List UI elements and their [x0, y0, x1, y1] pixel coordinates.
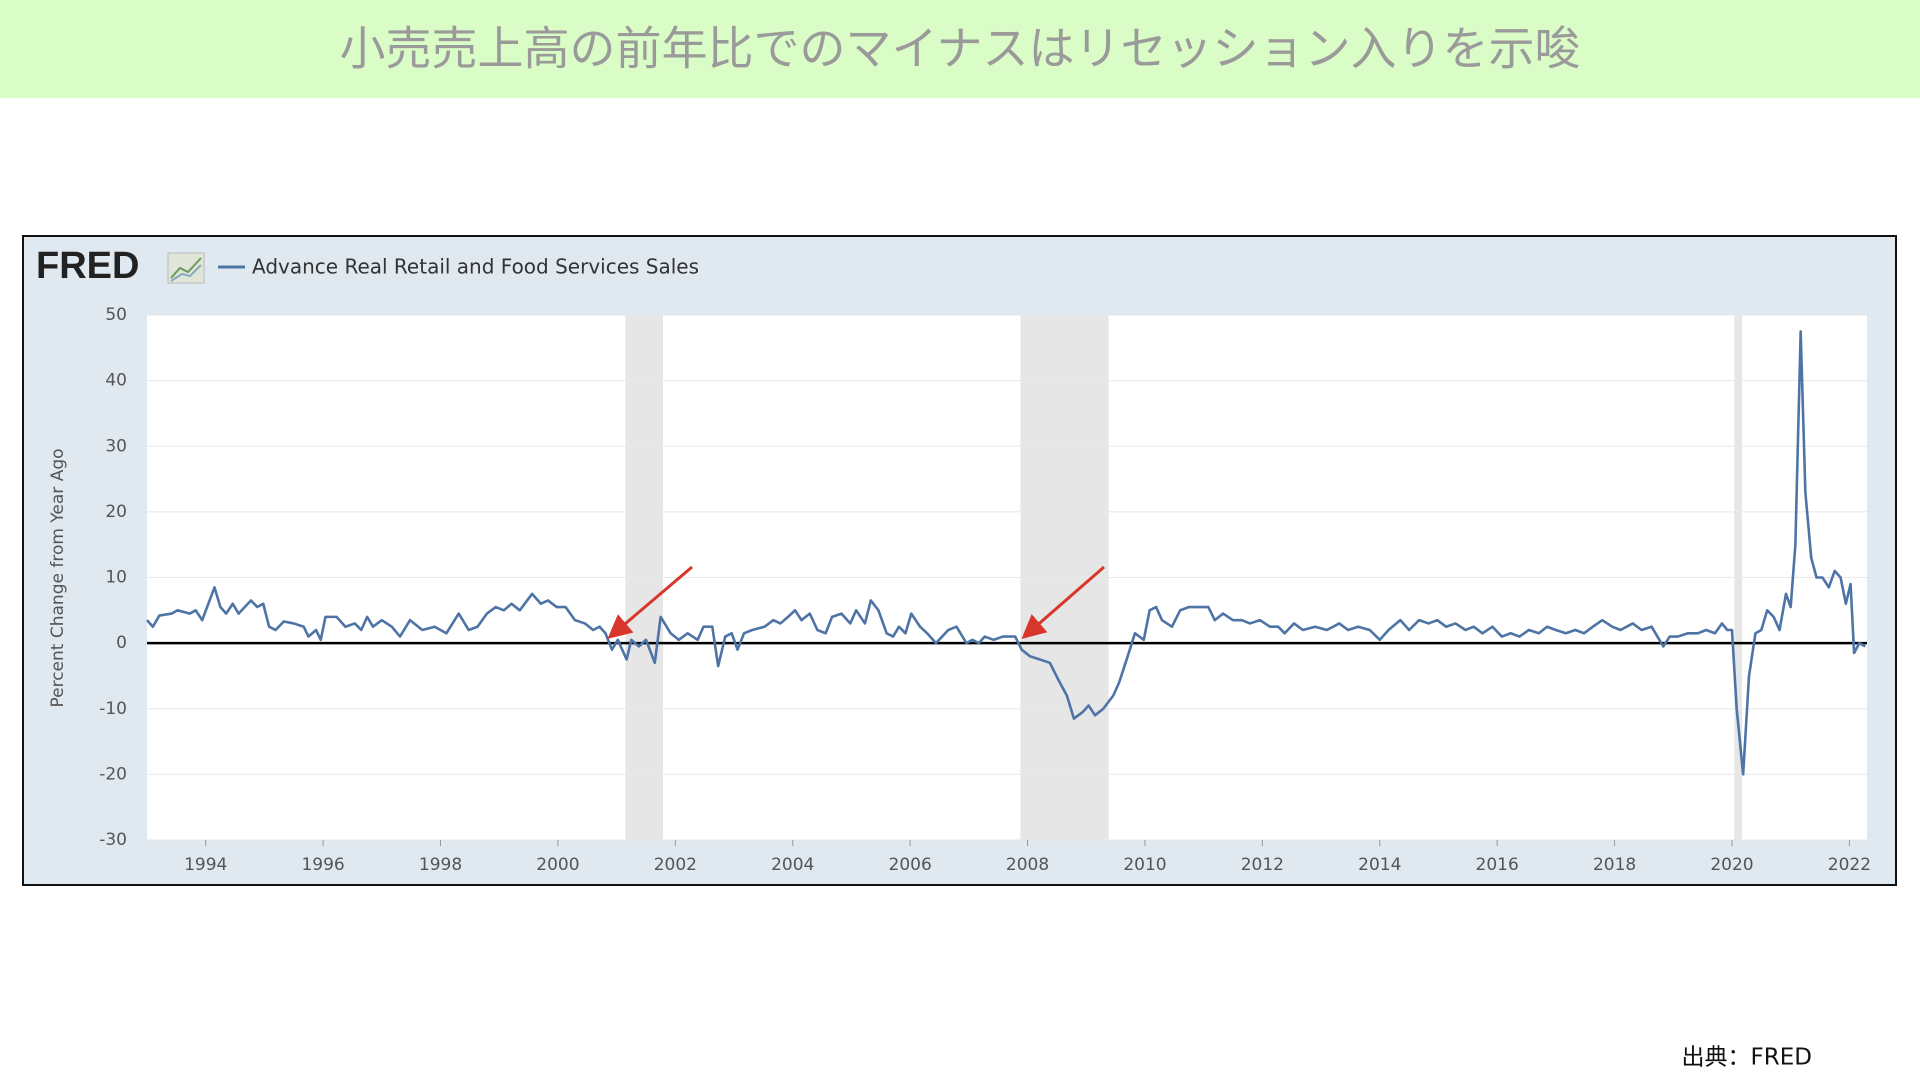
legend-label: Advance Real Retail and Food Services Sa…: [252, 255, 699, 279]
y-tick-label: 0: [116, 633, 127, 653]
y-tick-label: -10: [99, 699, 127, 719]
x-tick-label: 1996: [301, 855, 344, 875]
x-tick-label: 2020: [1710, 855, 1753, 875]
y-tick-label: 20: [105, 502, 127, 522]
x-tick-label: 2018: [1593, 855, 1636, 875]
y-axis-label: Percent Change from Year Ago: [48, 448, 68, 707]
y-tick-label: -20: [99, 764, 127, 784]
x-tick-label: 2012: [1241, 855, 1284, 875]
logo-icon: [167, 252, 205, 284]
y-tick-label: 40: [105, 371, 127, 391]
slide-title: 小売売上高の前年比でのマイナスはリセッション入りを示唆: [339, 22, 1580, 76]
y-tick-label: 50: [105, 305, 127, 325]
logo: FRED: [36, 245, 139, 287]
x-tick-label: 2006: [889, 855, 932, 875]
x-tick-label: 2010: [1123, 855, 1166, 875]
y-tick-label: 30: [105, 436, 127, 456]
x-tick-label: 2022: [1828, 855, 1871, 875]
x-tick-label: 2014: [1358, 855, 1401, 875]
y-tick-label: -30: [99, 830, 127, 850]
source-note: 出典：FRED: [1682, 1045, 1812, 1071]
x-tick-label: 2004: [771, 855, 814, 875]
x-tick-label: 2002: [654, 855, 697, 875]
y-tick-label: 10: [105, 568, 127, 588]
annotation-arrow: [1021, 565, 1105, 639]
annotation-arrow: [607, 565, 693, 639]
x-tick-label: 2008: [1006, 855, 1049, 875]
x-tick-label: 2000: [536, 855, 579, 875]
x-tick-label: 2016: [1476, 855, 1519, 875]
x-tick-label: 1994: [184, 855, 227, 875]
x-tick-label: 1998: [419, 855, 462, 875]
plot: -30 -20 -10 0 10 20 30 40 50 1994 1996 1998 2000 2002…: [99, 305, 1871, 875]
title-band: [0, 0, 1920, 98]
data-line: [146, 330, 1866, 776]
